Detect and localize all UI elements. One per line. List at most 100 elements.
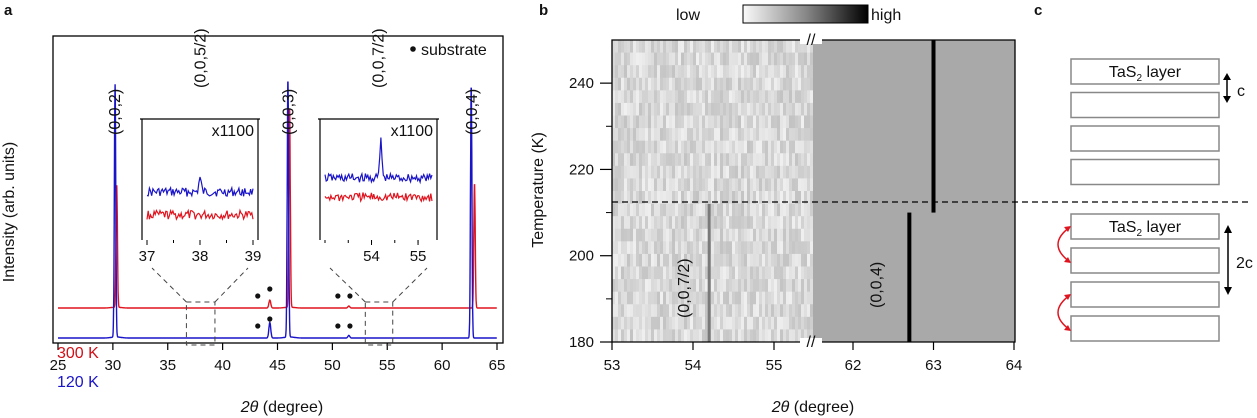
heatmap-cell [759, 291, 762, 305]
heatmap-cell [624, 304, 627, 318]
heatmap-cell [657, 191, 660, 205]
heatmap-cell [765, 140, 768, 154]
heatmap-cell [627, 253, 630, 267]
heatmap-cell [651, 266, 654, 280]
heatmap-cell [702, 329, 705, 342]
heatmap-cell [693, 115, 696, 129]
heatmap-cell [657, 279, 660, 293]
heatmap-cell [720, 178, 723, 192]
heatmap-cell [690, 40, 693, 54]
peak-label: (0,0,7/2) [370, 28, 387, 88]
heatmap-cell [786, 153, 789, 167]
heatmap-cell [630, 228, 633, 242]
heatmap-cell [678, 253, 681, 267]
heatmap-cell [735, 241, 738, 255]
heatmap-cell [792, 203, 795, 217]
heatmap-cell [732, 253, 735, 267]
heatmap-cell [780, 153, 783, 167]
heatmap-cell [672, 329, 675, 342]
heatmap-cell [792, 216, 795, 230]
heatmap-cell [660, 128, 663, 142]
heatmap-cell [699, 316, 702, 330]
heatmap-cell [636, 304, 639, 318]
heatmap-cell [723, 52, 726, 66]
heatmap-cell [744, 128, 747, 142]
heatmap-cell [687, 52, 690, 66]
heatmap-cell [762, 178, 765, 192]
heatmap-cell [762, 128, 765, 142]
heatmap-cell [651, 178, 654, 192]
heatmap-cell [792, 191, 795, 205]
heatmap-cell [720, 191, 723, 205]
heatmap-cell [741, 266, 744, 280]
heatmap-cell [732, 329, 735, 342]
heatmap-cell [657, 228, 660, 242]
heatmap-cell [708, 165, 711, 179]
heatmap-cell [735, 253, 738, 267]
heatmap-cell [711, 291, 714, 305]
heatmap-cell [795, 266, 798, 280]
heatmap-cell [801, 266, 804, 280]
heatmap-cell [759, 115, 762, 129]
tas2-layer [1070, 281, 1220, 308]
heatmap-cell [801, 140, 804, 154]
heatmap-cell [615, 304, 618, 318]
heatmap-cell [648, 77, 651, 91]
heatmap-cell [750, 279, 753, 293]
heatmap-cell [618, 65, 621, 79]
heatmap-cell [675, 329, 678, 342]
heatmap-cell [786, 77, 789, 91]
heatmap-cell [735, 153, 738, 167]
heatmap-cell [615, 316, 618, 330]
heatmap-cell [684, 102, 687, 116]
heatmap-cell [624, 90, 627, 104]
heatmap-cell [765, 316, 768, 330]
heatmap-cell [618, 304, 621, 318]
heatmap-cell [678, 316, 681, 330]
heatmap-cell [726, 266, 729, 280]
heatmap-cell [693, 291, 696, 305]
heatmap-cell [786, 241, 789, 255]
heatmap-cell [789, 241, 792, 255]
heatmap-cell [648, 128, 651, 142]
heatmap-cell [804, 128, 807, 142]
heatmap-cell [801, 77, 804, 91]
heatmap-cell [735, 178, 738, 192]
heatmap-cell [666, 52, 669, 66]
heatmap-cell [771, 203, 774, 217]
heatmap-cell [693, 216, 696, 230]
heatmap-cell [807, 241, 810, 255]
heatmap-cell [801, 191, 804, 205]
heatmap-cell [798, 115, 801, 129]
heatmap-cell [738, 228, 741, 242]
heatmap-cell [789, 316, 792, 330]
heatmap-cell [621, 102, 624, 116]
heatmap-cell [807, 115, 810, 129]
heatmap-cell [717, 266, 720, 280]
heatmap-cell [687, 115, 690, 129]
heatmap-cell [762, 316, 765, 330]
tas2-layer [1070, 315, 1220, 342]
heatmap-cell [645, 291, 648, 305]
heatmap-cell [756, 52, 759, 66]
heatmap-cell [717, 279, 720, 293]
inset-series-120k [146, 176, 254, 198]
heatmap-cell [774, 241, 777, 255]
heatmap-cell [618, 102, 621, 116]
heatmap-cell [627, 279, 630, 293]
heatmap-cell [735, 90, 738, 104]
heatmap-cell [795, 279, 798, 293]
heatmap-cell [666, 153, 669, 167]
heatmap-cell [681, 52, 684, 66]
heatmap-cell [675, 128, 678, 142]
heatmap-cell [756, 253, 759, 267]
heatmap-cell [621, 216, 624, 230]
tas2-layer [1070, 158, 1220, 186]
heatmap-cell [732, 52, 735, 66]
heatmap-cell [645, 191, 648, 205]
heatmap-cell [729, 266, 732, 280]
heatmap-cell [807, 316, 810, 330]
heatmap-cell [720, 329, 723, 342]
heatmap-cell [747, 316, 750, 330]
heatmap-cell [774, 279, 777, 293]
